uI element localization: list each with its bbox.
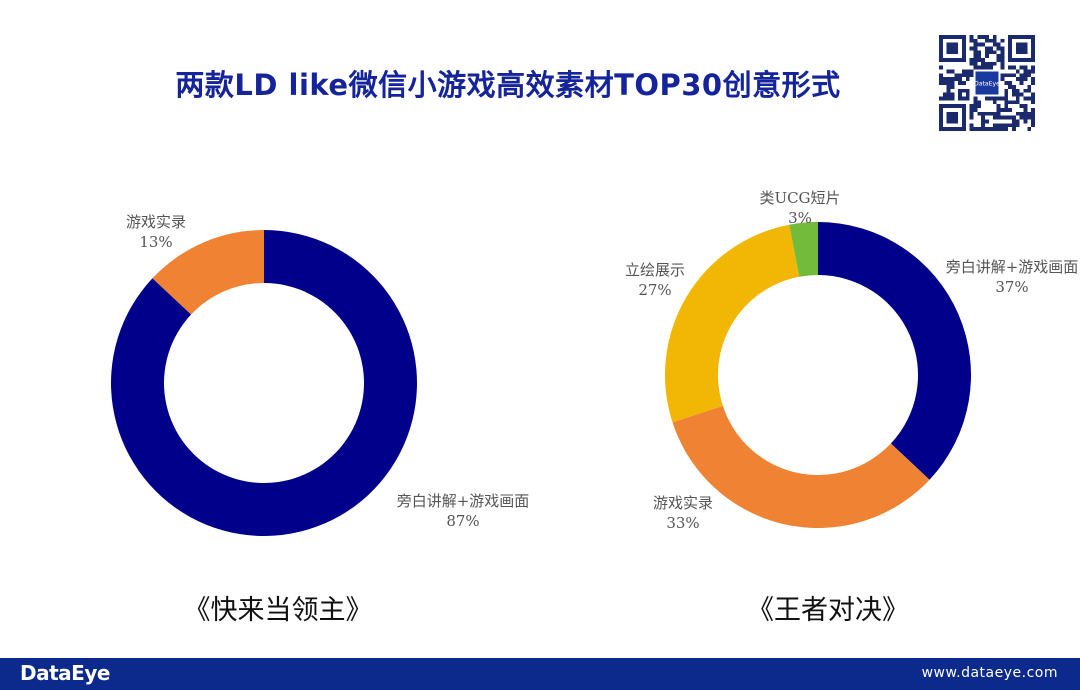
donut-slice	[152, 230, 264, 315]
chart-caption-right: 《王者对决》	[747, 595, 909, 626]
footer-brand-logo: DataEye	[20, 661, 110, 685]
footer-bar: DataEye www.dataeye.com	[0, 658, 1080, 690]
donut-slice	[672, 405, 930, 529]
slice-label: 旁白讲解+游戏画面	[946, 258, 1079, 276]
footer-url[interactable]: www.dataeye.com	[921, 665, 1058, 681]
qr-logo-text: DataEye	[974, 81, 1000, 88]
slice-value-label: 33%	[666, 514, 699, 532]
slice-label: 立绘展示	[625, 261, 685, 279]
donut-slice	[818, 222, 971, 480]
slice-label: 游戏实录	[653, 494, 713, 512]
slice-value-label: 3%	[788, 209, 812, 227]
donut-slice	[665, 224, 800, 423]
slice-label: 类UCG短片	[759, 189, 840, 207]
charts-area: 游戏实录 13% 旁白讲解+游戏画面 87% 旁白讲解+游戏画面 37% 游戏实录 33% 立绘…	[110, 189, 1079, 536]
page-title: 两款LD like微信小游戏高效素材TOP30创意形式	[175, 68, 841, 102]
slice-value-label: 87%	[446, 512, 479, 530]
slice-value-label: 27%	[638, 281, 671, 299]
chart-caption-left: 《快来当领主》	[183, 595, 373, 626]
slice-value-label: 37%	[995, 278, 1028, 296]
slice-value-label: 13%	[139, 233, 172, 251]
donut-slice	[110, 230, 418, 536]
qr-code-icon: DataEye	[939, 35, 1035, 131]
donut-slice	[789, 222, 818, 277]
slice-label: 旁白讲解+游戏画面	[397, 492, 530, 510]
slice-label: 游戏实录	[126, 213, 186, 231]
